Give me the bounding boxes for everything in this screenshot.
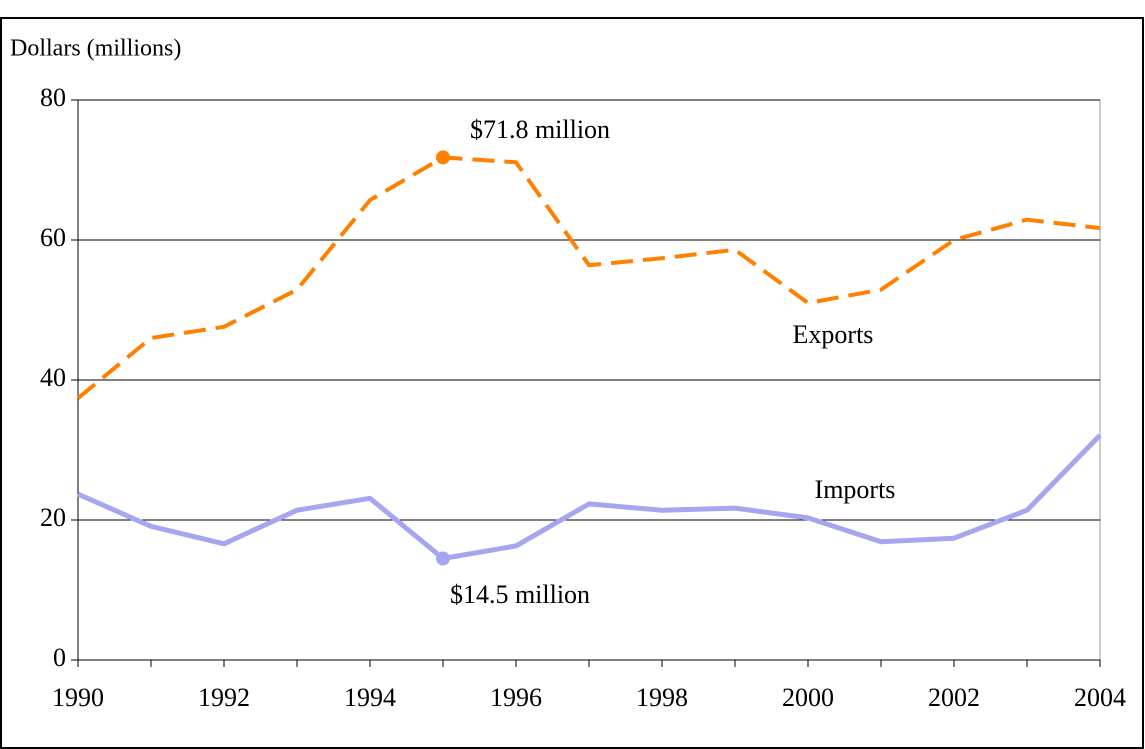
series-line xyxy=(76,433,1102,561)
frame xyxy=(0,17,1144,749)
y-tick-label: 40 xyxy=(40,363,66,392)
x-tick-label: 1996 xyxy=(490,683,542,712)
highlight-point xyxy=(436,150,450,165)
annotation: $14.5 million xyxy=(450,580,590,609)
x-tick-label: 1990 xyxy=(52,683,104,712)
series-label: Exports xyxy=(793,320,874,349)
y-tick-label: 60 xyxy=(40,223,66,252)
x-tick-label: 1992 xyxy=(198,683,250,712)
y-tick-label: 20 xyxy=(40,503,66,532)
x-tick-label: 1998 xyxy=(636,683,688,712)
x-tick-label: 2002 xyxy=(928,683,980,712)
series-label: Imports xyxy=(815,475,896,504)
highlight-point xyxy=(436,551,450,566)
y-axis-label: Dollars (millions) xyxy=(10,36,181,62)
y-tick-label: 0 xyxy=(53,643,66,672)
annotation: $71.8 million xyxy=(470,115,610,144)
x-tick-label: 1994 xyxy=(344,683,396,712)
x-tick-label: 2004 xyxy=(1074,683,1126,712)
series-line xyxy=(76,155,1101,400)
y-tick-label: 80 xyxy=(40,83,66,112)
x-tick-label: 2000 xyxy=(782,683,834,712)
